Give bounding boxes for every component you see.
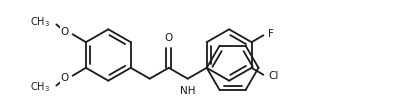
Text: Cl: Cl (268, 71, 279, 81)
Text: O: O (60, 27, 69, 37)
Text: CH$_3$: CH$_3$ (30, 81, 50, 95)
Text: O: O (60, 73, 69, 83)
Text: F: F (268, 29, 274, 39)
Text: CH$_3$: CH$_3$ (30, 15, 50, 29)
Text: O: O (165, 33, 173, 43)
Text: NH: NH (180, 86, 196, 96)
